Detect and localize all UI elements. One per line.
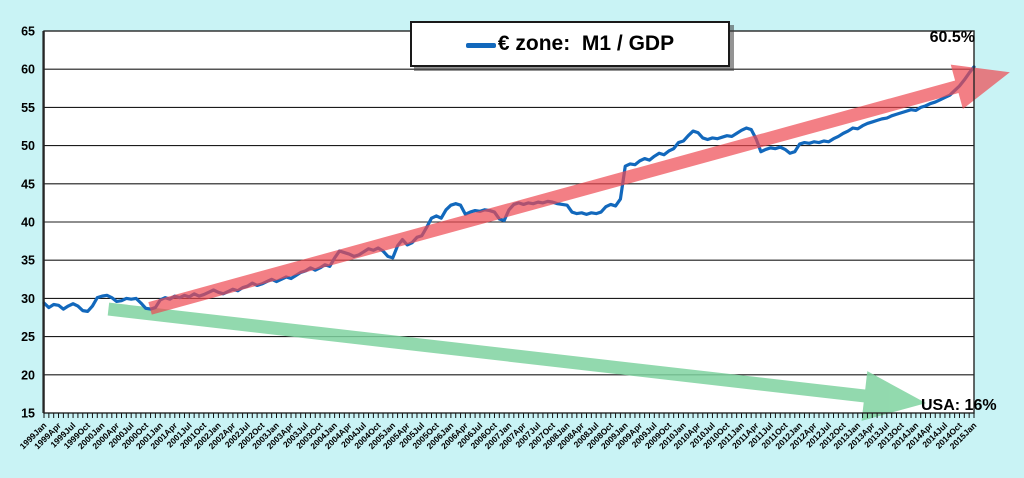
y-axis-tick-label: 60 — [21, 63, 35, 77]
series-line-swatch — [465, 42, 496, 48]
y-axis-tick-label: 55 — [21, 101, 35, 115]
y-axis-tick-label: 35 — [21, 254, 35, 268]
y-axis-tick-label: 45 — [21, 177, 35, 191]
usa-downtrend-arrow — [107, 302, 927, 421]
y-axis-tick-label: 25 — [21, 330, 35, 344]
y-axis-tick-label: 15 — [21, 407, 35, 421]
y-axis-tick-label: 40 — [21, 216, 35, 230]
eurozone-uptrend-arrow — [148, 64, 1010, 315]
usa-comparison-label: USA: 16% — [921, 397, 997, 414]
legend-box[interactable]: € zone: M1 / GDP — [410, 21, 730, 67]
y-axis-tick-label: 50 — [21, 139, 35, 153]
y-axis-tick-label: 65 — [21, 25, 35, 39]
legend-label: € zone: M1 / GDP — [497, 32, 675, 55]
y-axis-tick-label: 30 — [21, 292, 35, 306]
endpoint-value-label: 60.5% — [929, 29, 975, 46]
y-axis-tick-label: 20 — [21, 368, 35, 382]
